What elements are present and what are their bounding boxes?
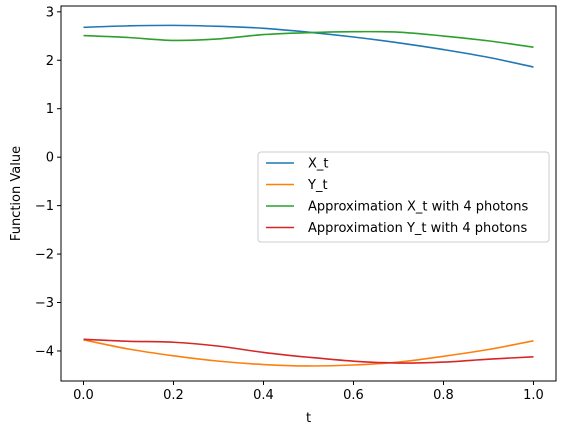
y-tick-label: 0 bbox=[46, 151, 54, 166]
y-tick-label: 3 bbox=[46, 5, 54, 20]
y-tick-label: −4 bbox=[35, 344, 54, 359]
y-tick-label: −2 bbox=[35, 248, 54, 263]
legend-label: Approximation Y_t with 4 photons bbox=[308, 221, 528, 236]
plot-area bbox=[83, 24, 534, 367]
y-tick-label: −1 bbox=[35, 199, 54, 214]
x-axis-label: t bbox=[306, 411, 311, 426]
x-tick-label: 0.4 bbox=[253, 388, 274, 403]
series-line-2 bbox=[83, 339, 534, 367]
legend-entry: Approximation Y_t with 4 photons bbox=[266, 221, 528, 236]
legend-label: X_t bbox=[308, 157, 329, 172]
x-tick-label: 0.0 bbox=[73, 388, 94, 403]
axes-frame bbox=[60, 5, 557, 382]
y-tick-label: 1 bbox=[46, 102, 54, 117]
y-tick-label: 2 bbox=[46, 54, 54, 69]
legend-box bbox=[257, 151, 550, 243]
legend-label: Y_t bbox=[307, 178, 328, 193]
x-axis: 0.0 0.2 0.4 0.6 0.8 1.0 bbox=[73, 381, 544, 403]
series-line-4 bbox=[83, 338, 534, 364]
x-tick-label: 0.2 bbox=[163, 388, 184, 403]
y-tick-label: −3 bbox=[35, 296, 54, 311]
y-axis: −4 −3 −2 −1 0 1 2 3 bbox=[35, 5, 61, 359]
legend-entry: Y_t bbox=[266, 178, 328, 193]
series-line-3 bbox=[83, 30, 534, 48]
series-line-1 bbox=[83, 24, 534, 68]
x-tick-label: 0.6 bbox=[343, 388, 364, 403]
y-axis-label: Function Value bbox=[9, 146, 24, 241]
legend-entry: X_t bbox=[266, 157, 329, 172]
x-tick-label: 1.0 bbox=[523, 388, 544, 403]
legend-entry: Approximation X_t with 4 photons bbox=[266, 200, 528, 215]
legend-label: Approximation X_t with 4 photons bbox=[308, 200, 528, 215]
legend: X_t Y_t Approximation X_t with 4 photons… bbox=[257, 151, 550, 243]
x-tick-label: 0.8 bbox=[433, 388, 454, 403]
